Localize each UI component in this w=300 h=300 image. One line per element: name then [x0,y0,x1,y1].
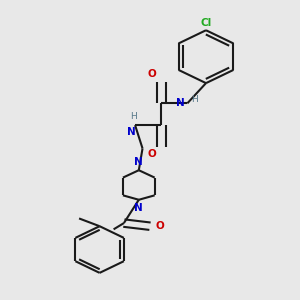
Text: H: H [191,95,198,104]
Text: O: O [155,221,164,231]
Text: N: N [134,203,143,213]
Text: H: H [130,112,136,122]
Text: O: O [148,149,157,159]
Text: N: N [134,157,143,167]
Text: N: N [127,127,136,137]
Text: N: N [176,98,184,108]
Text: Cl: Cl [200,18,211,28]
Text: O: O [148,69,157,79]
